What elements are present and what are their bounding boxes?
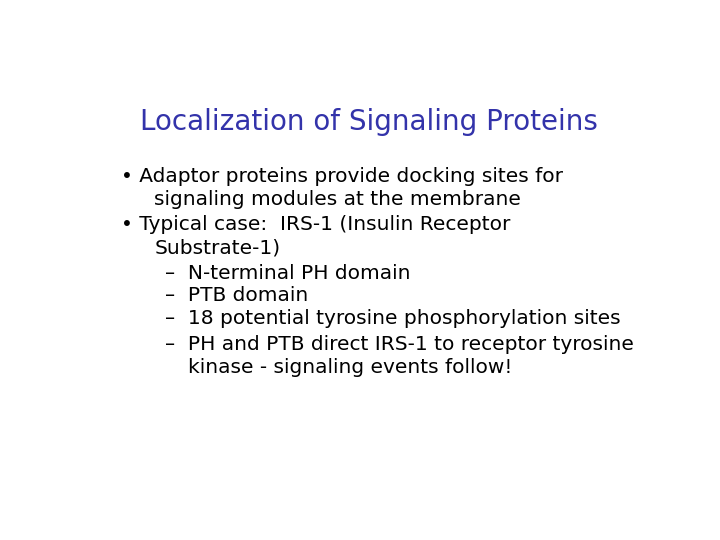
Text: –  PH and PTB direct IRS-1 to receptor tyrosine: – PH and PTB direct IRS-1 to receptor ty…	[166, 335, 634, 354]
Text: • Adaptor proteins provide docking sites for: • Adaptor proteins provide docking sites…	[121, 167, 563, 186]
Text: –  N-terminal PH domain: – N-terminal PH domain	[166, 264, 411, 282]
Text: Localization of Signaling Proteins: Localization of Signaling Proteins	[140, 109, 598, 137]
Text: kinase - signaling events follow!: kinase - signaling events follow!	[188, 358, 512, 377]
Text: signaling modules at the membrane: signaling modules at the membrane	[154, 190, 521, 208]
Text: Substrate-1): Substrate-1)	[154, 238, 280, 257]
Text: • Typical case:  IRS-1 (Insulin Receptor: • Typical case: IRS-1 (Insulin Receptor	[121, 215, 510, 234]
Text: –  18 potential tyrosine phosphorylation sites: – 18 potential tyrosine phosphorylation …	[166, 309, 621, 328]
Text: –  PTB domain: – PTB domain	[166, 286, 309, 306]
